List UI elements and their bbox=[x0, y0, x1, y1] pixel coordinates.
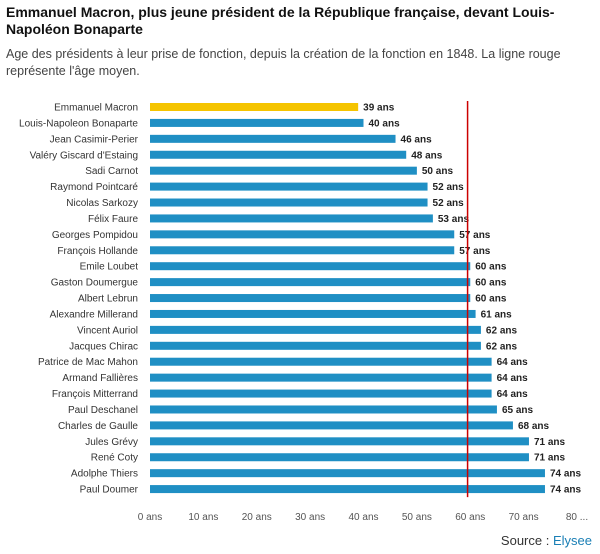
source-label: Source : bbox=[500, 533, 550, 548]
value-label-5: 52 ans bbox=[433, 182, 465, 193]
bar-11 bbox=[150, 278, 471, 287]
chart-title: Emmanuel Macron, plus jeune président de… bbox=[6, 4, 555, 37]
value-label-8: 57 ans bbox=[459, 230, 491, 241]
bar-17 bbox=[150, 373, 492, 382]
bar-14 bbox=[150, 325, 481, 334]
category-label-11: Gaston Doumergue bbox=[51, 278, 139, 289]
category-label-24: Paul Doumer bbox=[80, 485, 139, 496]
category-labels-group: Emmanuel Macron Louis-Napoleon Bonaparte J… bbox=[19, 103, 139, 496]
value-label-15: 62 ans bbox=[486, 341, 518, 352]
bar-0 bbox=[150, 103, 359, 111]
bar-19 bbox=[150, 405, 497, 414]
bar-6 bbox=[150, 198, 428, 207]
category-label-6: Nicolas Sarkozy bbox=[66, 198, 138, 209]
bar-15 bbox=[150, 341, 481, 350]
category-label-5: Raymond Pointcaré bbox=[50, 182, 138, 193]
value-label-16: 64 ans bbox=[497, 357, 529, 368]
value-label-23: 74 ans bbox=[550, 469, 582, 480]
category-label-7: Félix Faure bbox=[88, 214, 138, 225]
value-label-6: 52 ans bbox=[433, 198, 465, 209]
value-label-1: 40 ans bbox=[369, 118, 401, 129]
value-label-22: 71 ans bbox=[534, 453, 566, 464]
bar-23 bbox=[150, 469, 545, 478]
value-label-20: 68 ans bbox=[518, 421, 550, 432]
bar-2 bbox=[150, 134, 396, 143]
category-label-21: Jules Grévy bbox=[85, 437, 138, 448]
value-label-24: 74 ans bbox=[550, 485, 582, 496]
category-label-2: Jean Casimir-Perier bbox=[50, 134, 139, 145]
bar-10 bbox=[150, 262, 471, 271]
bars-group bbox=[150, 103, 545, 494]
x-tick-label-4: 40 ans bbox=[348, 512, 378, 523]
value-label-2: 46 ans bbox=[401, 134, 433, 145]
category-label-16: Patrice de Mac Mahon bbox=[38, 357, 138, 368]
bar-9 bbox=[150, 246, 455, 255]
value-label-11: 60 ans bbox=[475, 278, 507, 289]
value-label-18: 64 ans bbox=[497, 389, 529, 400]
bar-1 bbox=[150, 118, 364, 127]
category-label-19: Paul Deschanel bbox=[68, 405, 138, 416]
bar-20 bbox=[150, 421, 513, 430]
value-label-4: 50 ans bbox=[422, 166, 454, 177]
x-tick-label-3: 30 ans bbox=[295, 512, 325, 523]
category-label-3: Valéry Giscard d'Estaing bbox=[30, 150, 138, 161]
value-label-14: 62 ans bbox=[486, 325, 518, 336]
value-label-7: 53 ans bbox=[438, 214, 470, 225]
value-label-12: 60 ans bbox=[475, 294, 507, 305]
x-tick-label-2: 20 ans bbox=[242, 512, 272, 523]
value-label-3: 48 ans bbox=[411, 150, 443, 161]
category-label-23: Adolphe Thiers bbox=[71, 469, 138, 480]
x-tick-label-8: 80 ... bbox=[566, 512, 588, 523]
value-label-21: 71 ans bbox=[534, 437, 566, 448]
x-tick-label-6: 60 ans bbox=[455, 512, 485, 523]
bar-5 bbox=[150, 182, 428, 191]
category-label-12: Albert Lebrun bbox=[78, 294, 138, 305]
bar-7 bbox=[150, 214, 433, 223]
bar-4 bbox=[150, 166, 417, 175]
category-label-0: Emmanuel Macron bbox=[54, 103, 138, 114]
value-label-0: 39 ans bbox=[363, 103, 395, 114]
x-axis-ticks-group: 0 ans 10 ans 20 ans 30 ans 40 ans 50 ans 60 an… bbox=[138, 512, 588, 523]
category-label-22: René Coty bbox=[91, 453, 138, 464]
category-label-18: François Mitterrand bbox=[52, 389, 138, 400]
value-label-13: 61 ans bbox=[481, 309, 513, 320]
category-label-4: Sadi Carnot bbox=[85, 166, 138, 177]
category-label-10: Emile Loubet bbox=[80, 262, 139, 273]
bar-21 bbox=[150, 437, 529, 446]
value-label-9: 57 ans bbox=[459, 246, 491, 257]
x-tick-label-7: 70 ans bbox=[509, 512, 539, 523]
value-label-17: 64 ans bbox=[497, 373, 529, 384]
bar-24 bbox=[150, 485, 545, 494]
bar-16 bbox=[150, 357, 492, 366]
bar-18 bbox=[150, 389, 492, 398]
bar-13 bbox=[150, 309, 476, 318]
source-brand-link[interactable]: Elysee bbox=[552, 533, 592, 548]
source-credit: Source : Elysee bbox=[501, 533, 592, 548]
bar-3 bbox=[150, 150, 407, 159]
category-label-8: Georges Pompidou bbox=[52, 230, 138, 241]
category-label-9: François Hollande bbox=[57, 246, 138, 257]
category-label-20: Charles de Gaulle bbox=[58, 421, 138, 432]
category-label-14: Vincent Auriol bbox=[77, 325, 138, 336]
bar-8 bbox=[150, 230, 455, 239]
x-tick-label-0: 0 ans bbox=[138, 512, 162, 523]
category-label-17: Armand Fallières bbox=[62, 373, 138, 384]
category-label-15: Jacques Chirac bbox=[69, 341, 138, 352]
x-tick-label-5: 50 ans bbox=[402, 512, 432, 523]
x-tick-label-1: 10 ans bbox=[188, 512, 218, 523]
value-label-19: 65 ans bbox=[502, 405, 534, 416]
bar-12 bbox=[150, 294, 471, 303]
bar-22 bbox=[150, 453, 529, 462]
category-label-13: Alexandre Millerand bbox=[50, 309, 138, 320]
value-label-10: 60 ans bbox=[475, 262, 507, 273]
chart-subtitle: Age des présidents à leur prise de fonct… bbox=[6, 47, 561, 78]
category-label-1: Louis-Napoleon Bonaparte bbox=[19, 118, 138, 129]
